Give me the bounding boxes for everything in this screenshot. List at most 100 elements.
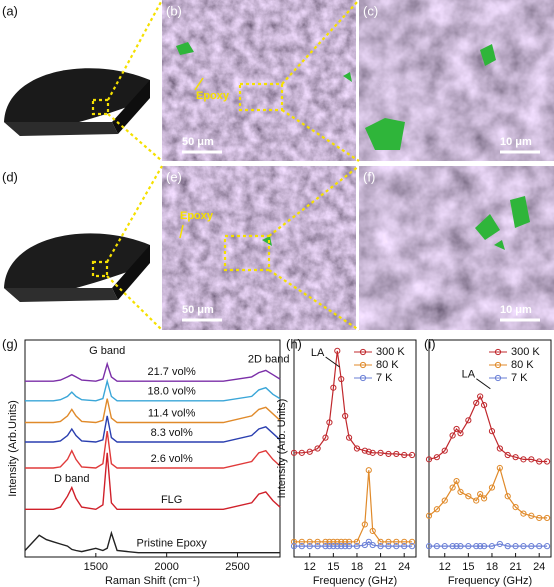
marker: [441, 497, 448, 504]
marker: [408, 451, 416, 459]
marker: [480, 543, 488, 550]
legend-label: 300 K: [376, 346, 405, 358]
epoxy-pointers: [179, 77, 204, 239]
marker: [361, 541, 368, 549]
series-label: Pristine Epoxy: [137, 538, 208, 550]
marker: [290, 543, 298, 550]
marker: [306, 448, 313, 455]
marker: [441, 447, 448, 454]
legend-label: 7 K: [511, 372, 528, 384]
marker: [342, 538, 349, 545]
annotation: 2D band: [248, 353, 290, 365]
legend-marker: [494, 374, 502, 382]
marker: [453, 543, 460, 550]
marker: [377, 543, 384, 550]
panel-label: (b): [166, 3, 182, 18]
photo-d: [4, 233, 150, 302]
marker: [369, 541, 376, 549]
marker: [353, 538, 361, 545]
marker: [298, 449, 305, 456]
marker: [408, 543, 416, 550]
scale-bar-label: 10 μm: [500, 136, 532, 148]
marker: [306, 543, 313, 550]
series-label: 11.4 vol%: [148, 407, 196, 419]
marker: [377, 449, 384, 456]
marker: [496, 464, 503, 472]
x-tick-label: 18: [486, 561, 498, 573]
marker: [334, 347, 341, 354]
marker: [342, 543, 349, 550]
series-label: 21.7 vol%: [148, 366, 197, 378]
marker: [322, 434, 329, 441]
marker: [504, 493, 511, 500]
marker: [425, 512, 433, 519]
marker: [441, 543, 448, 550]
annotation-arrow: [476, 378, 491, 390]
y-axis-label: Intensity (Arb. Units): [276, 399, 288, 499]
marker: [473, 497, 480, 504]
marker: [543, 514, 551, 522]
x-tick-label: 12: [304, 561, 316, 573]
series-label: FLG: [161, 494, 182, 506]
marker: [488, 428, 496, 435]
plot-frame: [24, 339, 281, 558]
marker: [473, 543, 480, 550]
marker: [528, 456, 535, 463]
photo-a: [4, 68, 150, 136]
series-line: [428, 466, 548, 519]
x-axis-label: Frequency (GHz): [448, 575, 532, 587]
annotation: LA: [462, 369, 476, 381]
marker: [465, 543, 472, 550]
marker: [393, 538, 400, 545]
legend-marker: [494, 361, 502, 369]
panel-label: (e): [166, 169, 182, 184]
series-label: 18.0 vol%: [148, 386, 197, 398]
marker: [385, 543, 392, 550]
x-axis-label: Frequency (GHz): [313, 575, 397, 587]
marker: [520, 543, 527, 550]
series-label: 2.6 vol%: [151, 453, 193, 465]
marker: [393, 450, 400, 458]
panel-label: (a): [2, 3, 18, 18]
epoxy-label: Epoxy: [180, 210, 214, 222]
marker: [504, 451, 511, 459]
marker: [326, 538, 333, 545]
marker: [322, 543, 329, 550]
marker: [385, 538, 392, 545]
marker: [528, 543, 535, 550]
series-line: [25, 361, 281, 382]
panel-label: (i): [424, 336, 436, 351]
marker: [465, 493, 472, 500]
scale-bar-label: 50 μm: [182, 136, 214, 148]
marker: [401, 538, 408, 545]
x-axis-label: Raman Shift (cm⁻¹): [105, 575, 200, 587]
marker: [433, 506, 440, 513]
panel-label: (f): [363, 169, 375, 184]
legend-marker: [359, 374, 367, 382]
marker: [477, 490, 484, 498]
legend-label: 80 K: [376, 359, 399, 371]
marker: [330, 538, 337, 545]
marker: [536, 458, 543, 465]
marker: [322, 538, 329, 545]
marker: [365, 467, 372, 474]
panel-label: (c): [363, 3, 378, 18]
legend-marker: [494, 348, 502, 356]
marker: [365, 538, 372, 545]
x-tick-label: 12: [439, 561, 451, 573]
marker: [520, 456, 527, 463]
marker: [425, 543, 433, 550]
series-line: [25, 378, 281, 402]
marker: [326, 419, 333, 426]
series-line: [429, 543, 548, 547]
marker: [401, 543, 408, 550]
marker: [314, 543, 321, 550]
x-tick-label: 15: [327, 561, 339, 573]
marker: [453, 425, 460, 433]
marker: [457, 543, 464, 550]
marker: [480, 402, 488, 409]
marker: [408, 538, 416, 545]
marker: [543, 458, 551, 465]
marker: [330, 384, 337, 391]
